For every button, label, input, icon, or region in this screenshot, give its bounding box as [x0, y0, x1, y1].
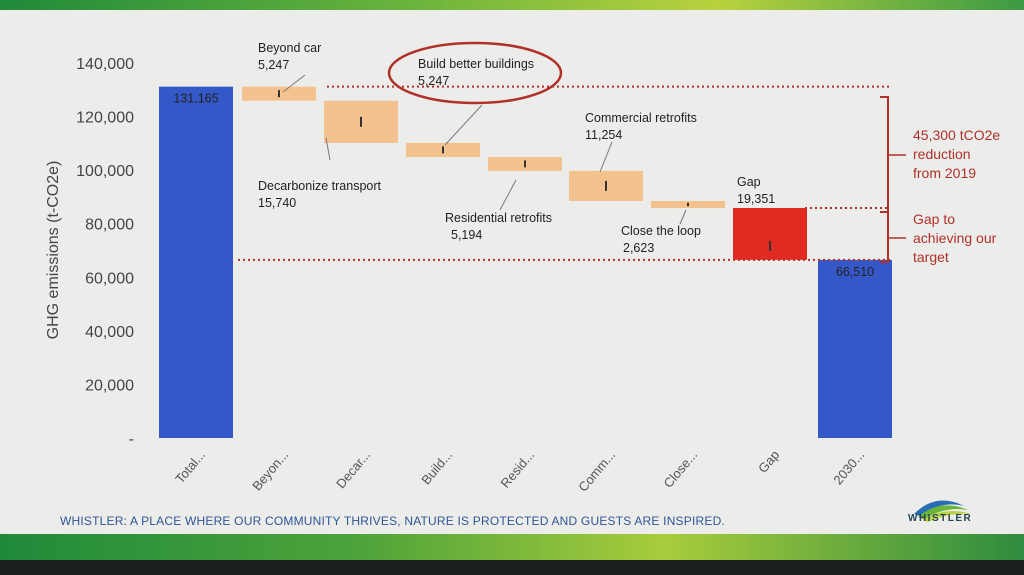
leader-line [325, 137, 331, 161]
top-green-band [0, 0, 1024, 10]
gap-note-line: achieving our [913, 230, 997, 246]
gap-bracket [880, 211, 889, 263]
x-tick-label: Beyon... [249, 447, 291, 493]
reduction-note-line: reduction [913, 146, 971, 162]
x-tick-label: Comm... [575, 447, 618, 494]
bar-annotation-value: 2,623 [623, 241, 654, 255]
y-tick-label: 80,000 [85, 217, 134, 234]
bar-annotation-title: Residential retrofits [445, 211, 552, 225]
leader-line [444, 104, 483, 146]
bar-annotation-title: Beyond car [258, 41, 321, 55]
bar-annotation-title: Decarbonize transport [258, 179, 382, 193]
x-tick-label: 2030... [830, 447, 867, 487]
leader-line [599, 141, 613, 173]
y-tick-label: 60,000 [85, 270, 134, 287]
reduction-note-line: from 2019 [913, 165, 976, 181]
x-tick-label: Build... [418, 447, 455, 487]
highlight-ellipse [387, 41, 563, 105]
bar-annotation-title: Close the loop [621, 224, 701, 238]
leader-line [679, 209, 687, 225]
x-tick-label: Gap [755, 447, 782, 475]
y-tick-label: 100,000 [76, 163, 134, 180]
bar-annotation-value: 15,740 [258, 196, 296, 210]
x-tick-label: Close... [660, 447, 700, 490]
x-tick-label: Total... [172, 447, 208, 486]
whistler-logo-icon [914, 500, 972, 522]
bar-annotation-value: 11,254 [585, 128, 622, 142]
y-tick-label: 120,000 [76, 110, 134, 127]
reduction-note-line: 45,300 tCO2e [913, 127, 1000, 143]
bar-annotation-value: 19,351 [737, 192, 775, 206]
x-tick-label: Resid... [497, 447, 537, 490]
y-tick-label: 20,000 [85, 377, 134, 394]
bar-annotation-value: 5,247 [418, 74, 449, 88]
y-tick-label: - [129, 431, 134, 448]
whistler-logo-text: WHISTLER [908, 513, 973, 524]
bar-annotation-title: Commercial retrofits [585, 111, 697, 125]
y-tick-label: 40,000 [85, 324, 134, 341]
bottom-dark-strip [0, 560, 1024, 575]
reduction-bracket [880, 96, 889, 213]
leader-line [499, 179, 517, 211]
bar-annotation-value: 5,194 [451, 228, 482, 242]
y-axis-title: GHG emissions (t-CO2e) [45, 161, 62, 340]
y-tick-label: 140,000 [76, 56, 134, 73]
bar-annotation-title: Gap [737, 175, 761, 189]
bar-annotation-value: 5,247 [258, 58, 289, 72]
gap-note-line: target [913, 249, 949, 265]
slide-footer-tagline: WHISTLER: A PLACE WHERE OUR COMMUNITY TH… [60, 514, 725, 528]
leader-line [282, 74, 306, 93]
bar-annotation-title: Build better buildings [418, 57, 534, 71]
waterfall-bar-total [159, 86, 233, 439]
waterfall-bar-gap [733, 208, 807, 260]
total-value-label: 131,165 [173, 92, 218, 106]
x-tick-label: Decar... [333, 447, 373, 491]
target-value-label: 66,510 [836, 265, 874, 279]
gap-note-line: Gap to [913, 211, 955, 227]
waterfall-bar-total [818, 259, 892, 438]
